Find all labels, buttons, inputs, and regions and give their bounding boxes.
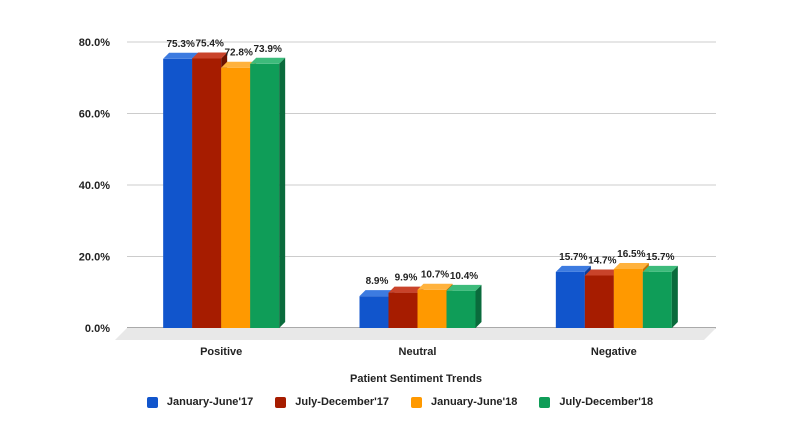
bar <box>359 290 395 328</box>
data-label: 14.7% <box>588 255 616 266</box>
data-label: 15.7% <box>559 252 587 263</box>
chart-floor <box>115 328 716 340</box>
legend-item: July-December'17 <box>275 396 389 408</box>
category-label: Negative <box>591 346 637 358</box>
y-tick-label: 80.0% <box>79 37 110 49</box>
floor-shadow <box>115 328 716 340</box>
legend-item: January-June'17 <box>146 396 254 408</box>
y-tick-label: 0.0% <box>85 323 110 335</box>
category-label: Positive <box>200 346 242 358</box>
legend-label: January-June'18 <box>431 396 518 408</box>
y-axis-ticks: 0.0% 20.0% 40.0% 60.0% 80.0% <box>79 37 110 335</box>
bar <box>250 57 286 329</box>
y-tick-label: 60.0% <box>79 109 110 121</box>
bars <box>163 52 678 329</box>
legend-item: July-December'18 <box>539 396 653 408</box>
bar <box>446 284 482 328</box>
data-label: 15.7% <box>646 252 674 263</box>
data-label: 16.5% <box>617 249 645 260</box>
data-label: 10.4% <box>450 271 478 282</box>
data-label: 73.9% <box>253 44 281 55</box>
data-label: 9.9% <box>395 273 418 284</box>
legend-swatch <box>146 396 158 408</box>
legend-swatch <box>411 396 422 408</box>
y-tick-label: 20.0% <box>79 252 110 264</box>
data-label: 10.7% <box>421 270 449 281</box>
x-axis-title: Patient Sentiment Trends <box>350 373 482 385</box>
data-label: 75.3% <box>166 39 194 50</box>
bar-chart: 0.0% 20.0% 40.0% 60.0% 80.0% 75.3% 75.4%72.8%… <box>79 37 716 385</box>
data-label: 75.4% <box>195 38 223 49</box>
legend: January-June'17 July-December'17 January-J… <box>0 396 800 408</box>
legend-swatch <box>275 396 287 408</box>
data-labels: 75.3% 75.4%72.8% 73.9% 8.9% 9.9% 10.7% 10.4% 15… <box>166 38 674 287</box>
data-label: 72.8% <box>224 48 252 59</box>
legend-label: July-December'18 <box>559 396 654 408</box>
legend-swatch <box>539 396 551 408</box>
legend-label: July-December'17 <box>295 396 389 408</box>
category-label: Neutral <box>399 346 437 358</box>
bar <box>642 265 678 328</box>
y-tick-label: 40.0% <box>79 180 110 192</box>
legend-item: January-June'18 <box>411 396 517 408</box>
legend-label: January-June'17 <box>166 396 254 408</box>
data-label: 8.9% <box>366 276 389 287</box>
x-axis-categories: Positive Neutral Negative <box>200 346 637 358</box>
